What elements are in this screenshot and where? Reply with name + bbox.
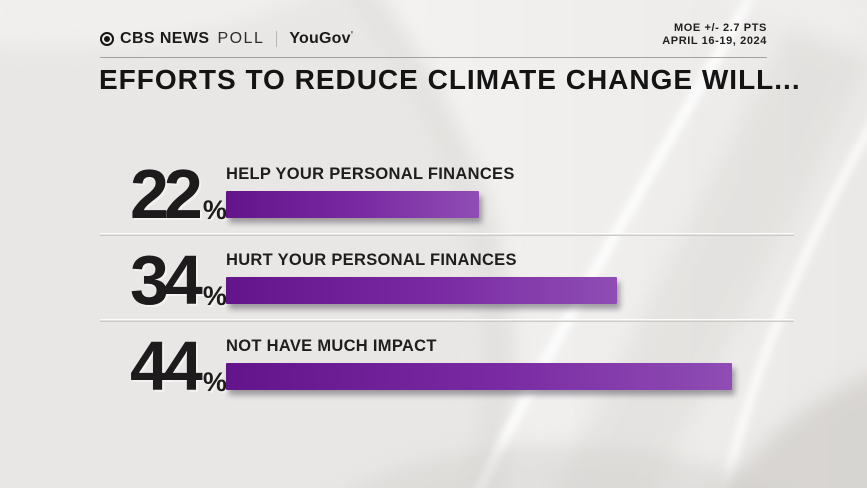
category-label: HURT YOUR PERSONAL FINANCES: [226, 251, 517, 269]
category-label: HELP YOUR PERSONAL FINANCES: [226, 165, 515, 183]
brand-cbs-news: CBS NEWS: [120, 30, 210, 47]
bar-help-finances: [226, 191, 480, 218]
brand-logo: CBS NEWS POLL YouGov': [100, 30, 353, 48]
moe-text: MOE +/- 2.7 PTS: [673, 22, 767, 34]
yougov-mark: ': [350, 30, 354, 41]
row-content: HURT YOUR PERSONAL FINANCES: [226, 246, 767, 304]
value-number: 44%: [130, 327, 227, 406]
bar-hurt-finances: [226, 277, 618, 304]
category-label: NOT HAVE MUCH IMPACT: [226, 337, 437, 355]
poll-meta: MOE +/- 2.7 PTS APRIL 16-19, 2024: [662, 22, 767, 48]
chart-title: EFFORTS TO REDUCE CLIMATE CHANGE WILL...: [99, 64, 801, 95]
header: CBS NEWS POLL YouGov' MOE +/- 2.7 PTS AP…: [100, 22, 767, 48]
value-number: 34%: [130, 241, 227, 320]
percent-sign: %: [202, 281, 227, 312]
brand-poll: POLL: [217, 30, 265, 47]
date-text: APRIL 16-19, 2024: [662, 35, 767, 47]
value-number: 22%: [130, 155, 227, 234]
percent-sign: %: [202, 195, 227, 226]
brand-divider: [276, 31, 278, 47]
percent-sign: %: [202, 367, 227, 398]
value-digits: 44: [130, 327, 203, 406]
cbs-eye-pupil: [104, 36, 110, 42]
cbs-eye-icon: [100, 32, 114, 46]
poll-row-hurt: 34% HURT YOUR PERSONAL FINANCES: [100, 246, 767, 316]
value-digits: 22: [130, 155, 203, 234]
header-rule: [100, 57, 767, 58]
poll-row-no-impact: 44% NOT HAVE MUCH IMPACT: [100, 332, 767, 402]
bar-no-impact: [226, 363, 733, 390]
value-digits: 34: [130, 241, 203, 320]
row-content: HELP YOUR PERSONAL FINANCES: [226, 160, 767, 218]
row-divider: [100, 319, 794, 322]
row-divider: [100, 233, 794, 236]
poll-row-help: 22% HELP YOUR PERSONAL FINANCES: [100, 160, 767, 230]
row-content: NOT HAVE MUCH IMPACT: [226, 332, 767, 390]
brand-yougov: YouGov': [289, 30, 354, 47]
